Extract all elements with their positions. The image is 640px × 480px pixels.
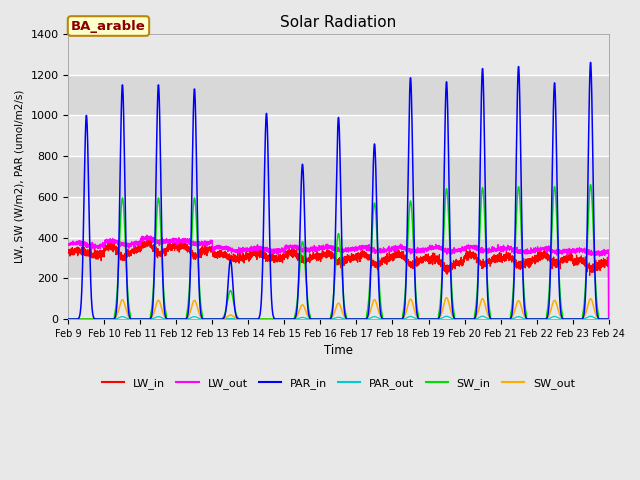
Y-axis label: LW, SW (W/m2), PAR (umol/m2/s): LW, SW (W/m2), PAR (umol/m2/s): [15, 90, 25, 263]
Title: Solar Radiation: Solar Radiation: [280, 15, 397, 30]
Legend: LW_in, LW_out, PAR_in, PAR_out, SW_in, SW_out: LW_in, LW_out, PAR_in, PAR_out, SW_in, S…: [97, 373, 579, 393]
Bar: [68, 238, 609, 278]
Bar: [68, 156, 609, 197]
Bar: [68, 278, 609, 319]
Bar: [68, 115, 609, 156]
X-axis label: Time: Time: [324, 344, 353, 357]
Text: BA_arable: BA_arable: [71, 20, 146, 33]
Bar: [68, 197, 609, 238]
Bar: [68, 75, 609, 115]
Bar: [68, 34, 609, 75]
